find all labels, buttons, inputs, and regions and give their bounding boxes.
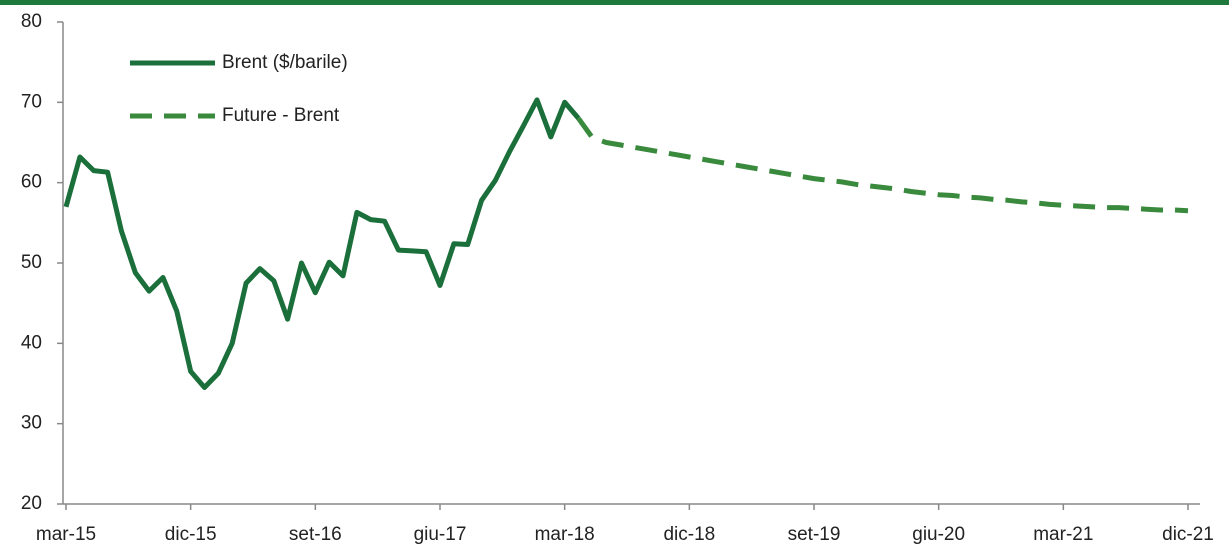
x-tick-label: dic-21	[1162, 524, 1214, 545]
y-tick-label: 80	[21, 11, 42, 32]
series-line	[63, 97, 581, 390]
legend-label: Future - Brent	[222, 105, 340, 126]
y-tick-label: 50	[21, 252, 42, 273]
x-tick-label: set-16	[289, 524, 342, 545]
x-tick-label: mar-15	[36, 524, 96, 545]
y-tick-label: 60	[21, 172, 42, 193]
y-tick-label: 40	[21, 332, 42, 353]
x-tick-label: dic-18	[663, 524, 715, 545]
x-tick-label: giu-17	[414, 524, 467, 545]
y-tick-label: 20	[21, 493, 42, 514]
y-tick-label: 30	[21, 413, 42, 434]
x-tick-label: mar-18	[535, 524, 595, 545]
x-tick-label: mar-21	[1033, 524, 1093, 545]
x-tick-label: dic-15	[165, 524, 217, 545]
x-tick-label: giu-20	[912, 524, 965, 545]
x-tick-label: set-19	[788, 524, 841, 545]
y-tick-label: 70	[21, 91, 42, 112]
series-line	[576, 116, 1189, 214]
legend-label: Brent ($/barile)	[222, 52, 348, 73]
top-bar	[0, 0, 1229, 5]
